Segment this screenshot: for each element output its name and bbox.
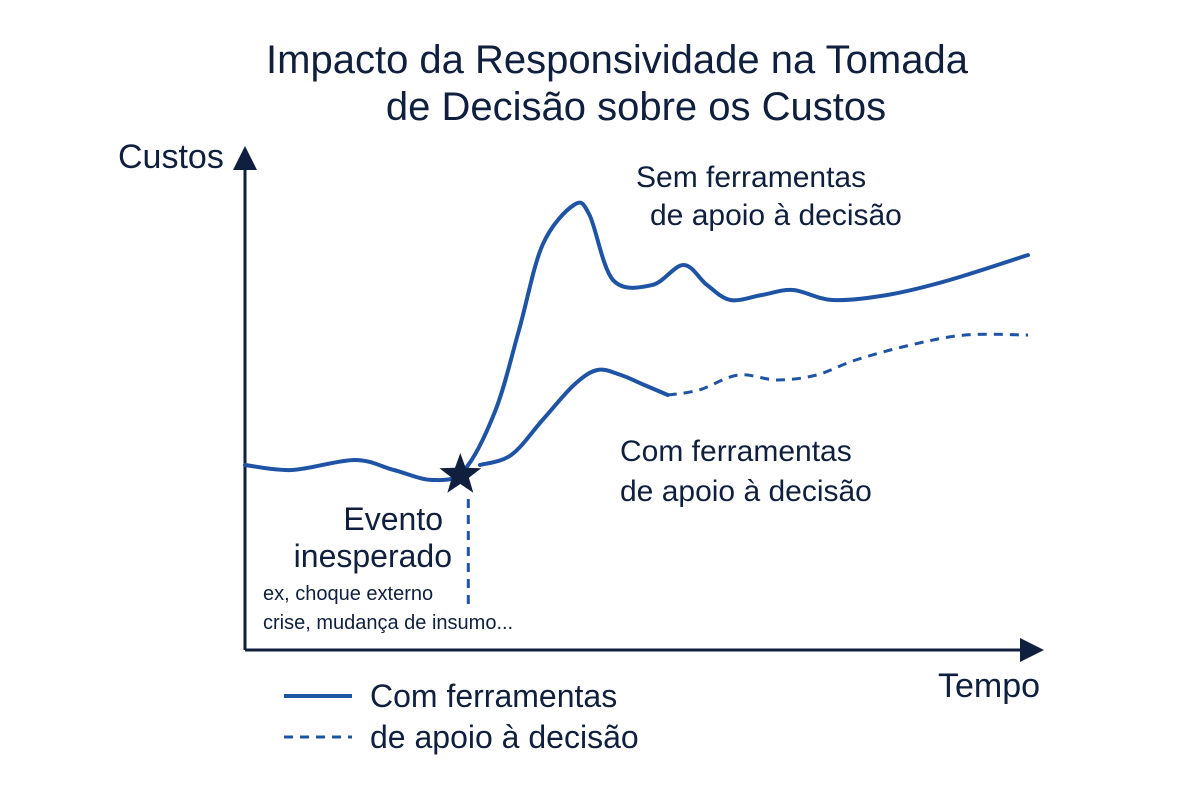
annotation-lower-2: de apoio à decisão xyxy=(620,475,872,508)
event-label-title-2: inesperado xyxy=(294,538,452,574)
series-layer xyxy=(243,200,1030,483)
x-axis-arrow xyxy=(1020,638,1044,662)
axes xyxy=(233,146,1044,662)
annotation-upper-1: Sem ferramentas xyxy=(636,161,866,194)
event-label-detail-2: crise, mudança de insumo... xyxy=(263,612,513,634)
y-axis-arrow xyxy=(233,146,257,170)
series-1-dashed-line xyxy=(667,332,1029,397)
annotation-upper-2: de apoio à decisão xyxy=(650,199,902,232)
event-label-detail-1: ex, choque externo xyxy=(263,583,433,605)
chart-title-line-2: de Decisão sobre os Custos xyxy=(386,85,886,129)
series-1-solid-line xyxy=(477,367,670,467)
event-star-marker xyxy=(439,453,482,493)
series-0-line xyxy=(243,200,1030,483)
legend-label-1: Com ferramentas xyxy=(370,678,617,714)
chart-title-line-1: Impacto da Responsividade na Tomada xyxy=(266,38,969,82)
annotation-lower-1: Com ferramentas xyxy=(620,435,852,468)
y-axis-label: Custos xyxy=(118,138,224,176)
legend-label-2: de apoio à decisão xyxy=(370,719,639,755)
x-axis-label: Tempo xyxy=(938,667,1040,705)
legend: Com ferramentas de apoio à decisão xyxy=(284,678,639,755)
event-label-title-1: Evento xyxy=(343,501,443,537)
